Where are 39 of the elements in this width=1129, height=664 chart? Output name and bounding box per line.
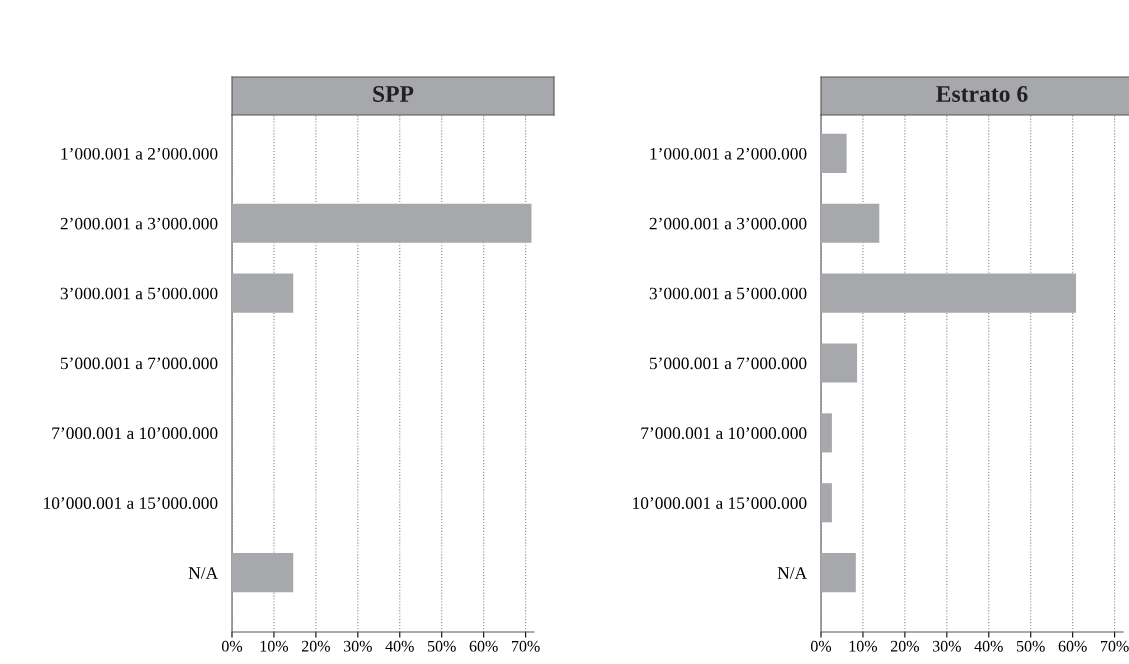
y-tick-label: N/A xyxy=(777,567,807,579)
x-tick-label: 0% xyxy=(810,640,832,652)
chart-title: Estrato 6 xyxy=(936,86,1028,102)
y-tick-label: 3’000.001 a 5’000.000 xyxy=(649,287,807,300)
y-tick-label: 5’000.001 a 7’000.000 xyxy=(649,357,807,370)
x-tick-label: 60% xyxy=(1058,640,1087,652)
x-tick-label: 70% xyxy=(512,640,540,652)
bar xyxy=(821,273,1077,313)
y-tick-label: 10’000.001 a 15’000.000 xyxy=(633,497,807,510)
y-tick-label: 1’000.001 a 2’000.000 xyxy=(650,147,807,160)
y-tick-label: 3’000.001 a 5’000.000 xyxy=(60,287,218,300)
y-tick-label: 7’000.001 a 10’000.000 xyxy=(641,427,807,440)
x-tick-label: 30% xyxy=(343,640,372,652)
y-tick-label: 2’000.001 a 3’000.000 xyxy=(60,217,218,230)
x-tick-label: 60% xyxy=(469,640,498,652)
x-tick-label: 20% xyxy=(890,640,919,652)
y-tick-label: 1’000.001 a 2’000.000 xyxy=(61,147,218,160)
y-tick-label: 10’000.001 a 15’000.000 xyxy=(44,497,218,510)
x-tick-label: 10% xyxy=(849,640,878,652)
x-tick-label: 40% xyxy=(974,640,1003,652)
x-tick-label: 10% xyxy=(260,640,289,652)
x-tick-label: 30% xyxy=(932,640,961,652)
chart-title: SPP xyxy=(373,86,414,102)
y-tick-label: 5’000.001 a 7’000.000 xyxy=(60,357,218,370)
x-tick-label: 70% xyxy=(1101,640,1129,652)
x-tick-label: 40% xyxy=(385,640,414,652)
bar xyxy=(821,133,847,173)
x-tick-label: 0% xyxy=(221,640,243,652)
x-tick-label: 20% xyxy=(301,640,330,652)
bar xyxy=(821,553,856,593)
y-tick-label: 7’000.001 a 10’000.000 xyxy=(52,427,218,440)
y-tick-label: 2’000.001 a 3’000.000 xyxy=(649,217,807,230)
bar xyxy=(821,203,880,243)
bar xyxy=(821,343,858,383)
y-tick-label: N/A xyxy=(188,567,218,579)
x-tick-label: 50% xyxy=(1017,640,1045,652)
bar xyxy=(821,413,832,453)
x-tick-label: 50% xyxy=(428,640,456,652)
bar xyxy=(821,483,832,523)
